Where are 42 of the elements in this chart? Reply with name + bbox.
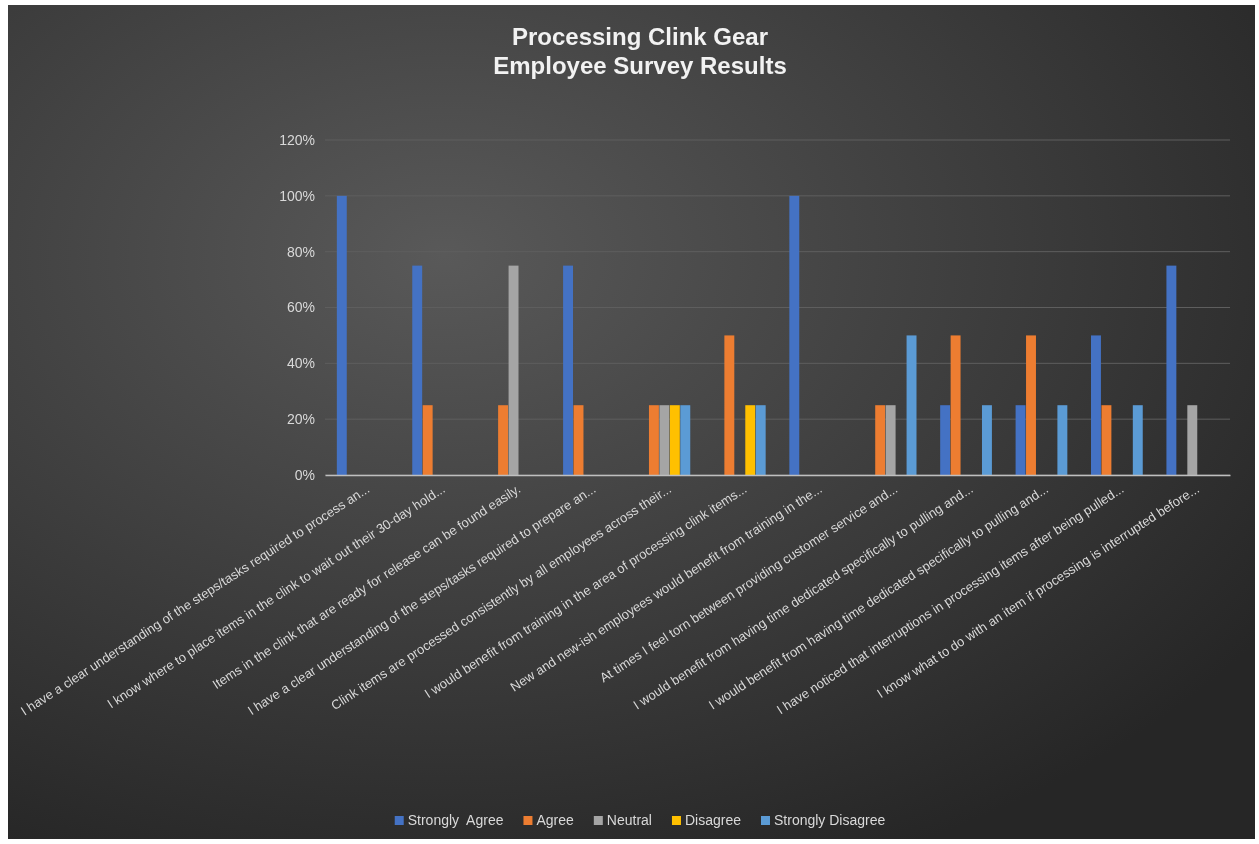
bar	[1026, 335, 1036, 475]
y-tick-label: 100%	[279, 187, 315, 204]
bar	[1187, 405, 1198, 475]
bar	[422, 405, 433, 475]
bar	[789, 195, 800, 475]
bar	[1166, 265, 1177, 475]
legend-label: Disagree	[684, 812, 742, 828]
bar	[669, 405, 680, 475]
bar	[885, 405, 896, 475]
bar	[563, 265, 574, 475]
bar	[508, 265, 519, 475]
y-tick-label: 120%	[279, 131, 315, 148]
bar	[1091, 335, 1101, 475]
bar	[498, 405, 509, 475]
legend-label: Agree	[536, 812, 575, 828]
bar	[724, 335, 735, 475]
bar	[680, 405, 691, 475]
bar	[1132, 405, 1143, 475]
chart-title: Processing Clink Gear Employee Survey Results	[493, 23, 787, 79]
y-tick-label: 60%	[286, 299, 315, 316]
bar	[336, 195, 347, 475]
bar	[940, 405, 951, 475]
bar	[412, 265, 423, 475]
bar	[981, 405, 992, 475]
bar	[950, 335, 961, 475]
bar	[659, 405, 670, 475]
bar	[906, 335, 917, 475]
y-tick-label: 20%	[286, 411, 315, 428]
bar	[755, 405, 766, 475]
bar	[1057, 405, 1068, 475]
bar	[875, 405, 886, 475]
bar	[1101, 405, 1112, 475]
bar	[573, 405, 584, 475]
y-tick-label: 40%	[286, 355, 315, 372]
y-tick-label: 80%	[286, 243, 315, 260]
y-tick-label: 0%	[294, 466, 315, 483]
bar	[745, 405, 756, 475]
bar	[1015, 405, 1026, 475]
legend-label: Strongly Agree	[407, 812, 504, 828]
legend-label: Neutral	[606, 812, 652, 828]
legend-label: Strongly Disagree	[773, 812, 886, 828]
bar	[648, 405, 659, 475]
